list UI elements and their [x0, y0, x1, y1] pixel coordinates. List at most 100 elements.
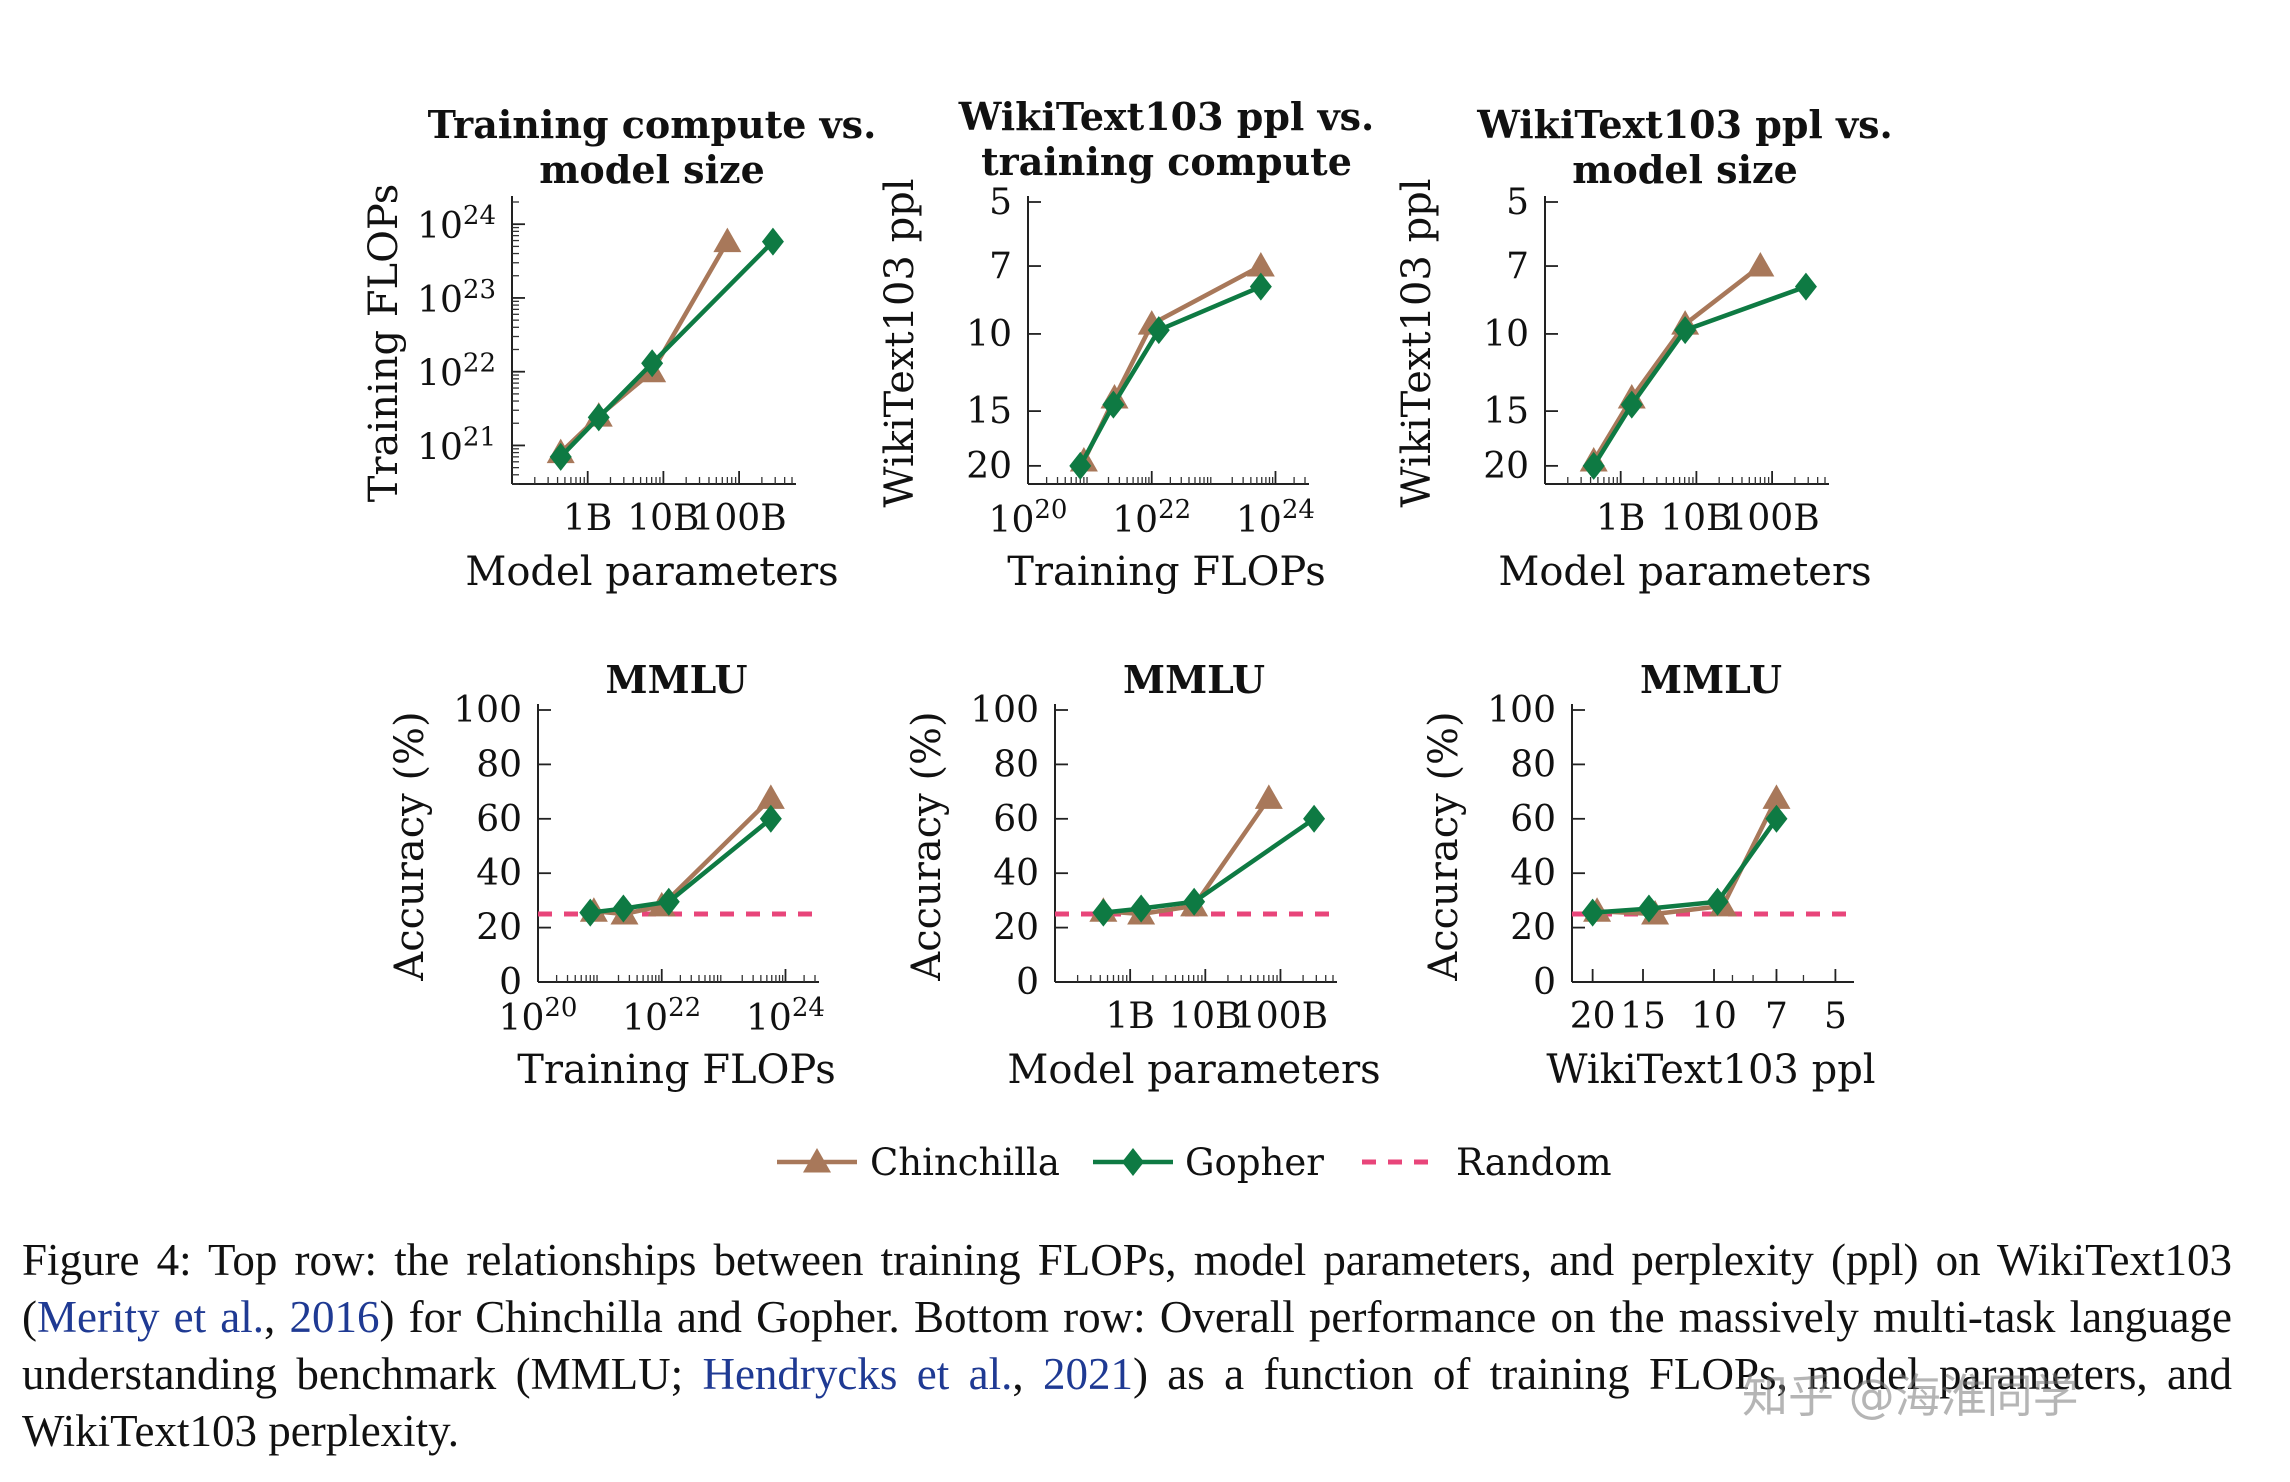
data-point-gopher — [1069, 451, 1092, 480]
x-tick-label: 100B — [1725, 498, 1820, 539]
y-axis-label: Accuracy (%) — [1421, 711, 1467, 981]
series-line-gopher — [590, 817, 773, 915]
legend-label-gopher: Gopher — [1185, 1141, 1324, 1184]
x-tick-label: 1B — [563, 498, 612, 539]
series-line-gopher — [559, 240, 775, 459]
y-tick-label: 100 — [970, 690, 1039, 731]
legend-label-chinchilla: Chinchilla — [870, 1141, 1060, 1184]
watermark: 知乎 @海淮同学 — [1742, 1369, 2079, 1423]
x-axis-label: Model parameters — [1007, 1047, 1380, 1093]
data-point-gopher — [1130, 894, 1153, 923]
chart-legend: Chinchilla Gopher Random — [777, 1141, 1612, 1184]
y-tick-label: 60 — [993, 799, 1039, 840]
chart-title: MMLU — [1640, 657, 1782, 702]
x-tick-label: 5 — [1824, 996, 1847, 1037]
y-axis-label: WikiText103 ppl — [1394, 178, 1440, 507]
data-point-gopher — [1183, 887, 1206, 916]
data-point-gopher — [612, 894, 635, 923]
y-tick-label: 40 — [993, 853, 1039, 894]
x-tick-label: 100B — [1233, 996, 1328, 1037]
data-point-gopher — [1620, 390, 1643, 419]
x-tick-label: 1024 — [746, 993, 825, 1039]
y-axis-label: Accuracy (%) — [387, 711, 433, 981]
y-tick-label: 5 — [989, 182, 1012, 223]
y-axis-label: WikiText103 ppl — [877, 178, 923, 507]
x-tick-label: 100B — [692, 498, 787, 539]
caption-text-middle: ) for Chinchilla and Gopher. Bottom row:… — [22, 1292, 2233, 1399]
series-line-chinchilla — [1103, 797, 1271, 917]
y-tick-label: 20 — [1510, 908, 1556, 949]
y-tick-label: 80 — [476, 744, 522, 785]
data-point-gopher — [1637, 894, 1660, 923]
series-line-chinchilla — [593, 796, 773, 917]
legend-marker-gopher — [1122, 1148, 1144, 1176]
data-point-gopher — [1794, 272, 1817, 301]
y-tick-label: 1024 — [417, 201, 496, 247]
data-point-gopher — [759, 804, 782, 833]
series-line-gopher — [1591, 284, 1807, 468]
y-tick-label: 1021 — [417, 422, 496, 468]
y-tick-label: 60 — [1510, 799, 1556, 840]
x-axis-label: Model parameters — [1498, 549, 1871, 595]
x-tick-label: 1024 — [1236, 495, 1315, 541]
data-point-gopher — [1147, 316, 1170, 345]
y-tick-label: 80 — [1510, 744, 1556, 785]
chart-title: model size — [1572, 147, 1798, 192]
x-axis-label: WikiText103 ppl — [1546, 1047, 1875, 1093]
y-axis-label: Training FLOPs — [361, 184, 407, 503]
y-tick-label: 10 — [966, 314, 1012, 355]
y-axis-label: Accuracy (%) — [904, 711, 950, 981]
y-tick-label: 20 — [1483, 446, 1529, 487]
y-tick-label: 7 — [1506, 246, 1529, 287]
x-tick-label: 10B — [627, 498, 699, 539]
data-point-gopher — [641, 349, 664, 378]
x-tick-label: 10B — [1169, 996, 1241, 1037]
data-point-gopher — [1674, 316, 1697, 345]
x-tick-label: 20 — [1570, 996, 1616, 1037]
x-tick-label: 1022 — [1112, 495, 1191, 541]
x-tick-label: 1B — [1105, 996, 1154, 1037]
citation-merity[interactable]: Merity et al., 2016 — [37, 1292, 380, 1342]
data-point-chinchilla — [1762, 784, 1791, 809]
y-tick-label: 100 — [453, 690, 522, 731]
y-tick-label: 40 — [476, 853, 522, 894]
x-tick-label: 1B — [1596, 498, 1645, 539]
y-tick-label: 0 — [1533, 962, 1556, 1003]
chart-title: Training compute vs. — [428, 102, 877, 147]
y-tick-label: 1023 — [417, 275, 496, 321]
x-tick-label: 10 — [1691, 996, 1737, 1037]
data-point-gopher — [1706, 887, 1729, 916]
y-tick-label: 15 — [1483, 391, 1529, 432]
data-point-gopher — [1102, 390, 1125, 419]
data-point-chinchilla — [713, 227, 742, 253]
y-tick-label: 20 — [993, 908, 1039, 949]
x-tick-label: 7 — [1765, 996, 1788, 1037]
y-tick-label: 20 — [476, 908, 522, 949]
data-point-chinchilla — [756, 784, 785, 809]
y-tick-label: 100 — [1487, 690, 1556, 731]
data-point-gopher — [657, 887, 680, 916]
series-line-chinchilla — [1081, 264, 1262, 463]
data-point-chinchilla — [1746, 252, 1775, 277]
y-tick-label: 60 — [476, 799, 522, 840]
data-point-gopher — [1582, 451, 1605, 480]
legend-label-random: Random — [1456, 1141, 1612, 1184]
citation-hendrycks[interactable]: Hendrycks et al., 2021 — [702, 1349, 1133, 1399]
data-point-gopher — [761, 227, 784, 256]
y-tick-label: 10 — [1483, 314, 1529, 355]
data-point-gopher — [1303, 804, 1326, 833]
chart-title: model size — [539, 147, 765, 192]
y-tick-label: 7 — [989, 246, 1012, 287]
y-tick-label: 80 — [993, 744, 1039, 785]
data-point-gopher — [1249, 272, 1272, 301]
data-point-chinchilla — [1254, 784, 1283, 809]
data-point-gopher — [1765, 804, 1788, 833]
data-point-gopher — [1581, 898, 1604, 927]
y-tick-label: 0 — [1016, 962, 1039, 1003]
series-line-gopher — [1592, 817, 1779, 915]
data-point-gopher — [1092, 898, 1115, 927]
x-tick-label: 1020 — [499, 993, 578, 1039]
